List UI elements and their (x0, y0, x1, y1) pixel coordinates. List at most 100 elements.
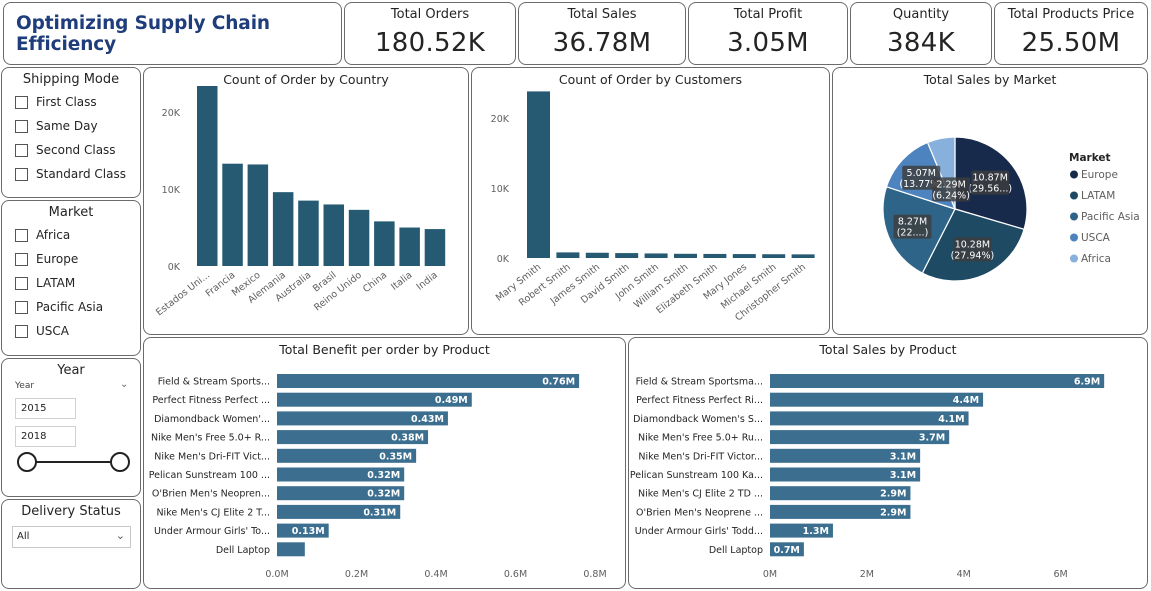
year-slider-track[interactable] (27, 461, 122, 463)
x-tick-label: 0.2M (345, 569, 368, 580)
checkbox[interactable] (15, 143, 28, 157)
product-sales-plot: Field & Stream Sportsma... 6.9M Perfect Fi… (630, 374, 1105, 580)
chevron-down-icon: ⌄ (115, 529, 125, 542)
market-option-africa[interactable]: Africa (2, 223, 140, 247)
market-option-europe[interactable]: Europe (2, 247, 140, 271)
shipping-option-second-class[interactable]: Second Class (2, 138, 140, 162)
market-option-pacific-asia[interactable]: Pacific Asia (2, 295, 140, 319)
checkbox[interactable] (15, 276, 28, 290)
bar (348, 209, 370, 266)
country-orders-chart: Count of Order by Country 0K 10K 20K Estado… (143, 67, 469, 335)
data-label: 3.7M (919, 433, 945, 444)
option-label: Same Day (36, 119, 98, 133)
shipping-option-standard-class[interactable]: Standard Class (2, 162, 140, 186)
delivery-status-dropdown[interactable]: All ⌄ (12, 526, 131, 548)
bar (399, 227, 420, 266)
shipping-option-first-class[interactable]: First Class (2, 90, 140, 114)
market-option-usca[interactable]: USCA (2, 319, 140, 343)
checkbox[interactable] (15, 324, 28, 338)
legend-marker (1070, 170, 1078, 179)
y-category-label: Field & Stream Sports... (158, 377, 270, 388)
chart-title: Total Sales by Market (923, 72, 1057, 87)
y-category-label: O'Brien Men's Neoprene ... (636, 507, 763, 518)
bar (277, 392, 472, 407)
year-to-input[interactable]: 2018 (15, 426, 76, 447)
y-category-label: Diamondback Women'... (154, 414, 270, 425)
data-label: 0.32M (367, 470, 400, 481)
y-tick-label: 10K (162, 185, 181, 196)
bar (762, 254, 786, 258)
data-label: 0.38M (391, 433, 424, 444)
y-category-label: Under Armour Girls' To... (154, 526, 270, 537)
x-tick-label: 0.6M (504, 569, 527, 580)
data-label: 0.7M (774, 545, 800, 556)
bar (298, 200, 319, 266)
option-label: LATAM (36, 276, 76, 290)
x-tick-label: India (415, 270, 440, 293)
y-category-label: Nike Men's Free 5.0+ Ru... (638, 433, 763, 444)
customer-orders-chart: Count of Order by Customers 0K 10K 20K Mary… (471, 67, 830, 335)
option-label: Second Class (36, 143, 116, 157)
bar (791, 254, 815, 258)
checkbox[interactable] (15, 300, 28, 314)
x-tick-label: Estados Uni... (154, 270, 212, 319)
y-category-label: Pelican Sunstream 100 ... (149, 470, 270, 481)
bar (272, 192, 294, 266)
x-tick-label: 0.4M (424, 569, 447, 580)
year-field-label: Year (15, 381, 35, 391)
chart-title: Total Sales by Product (819, 342, 957, 357)
bar (277, 467, 405, 482)
x-tick-label: 0.0M (265, 569, 288, 580)
y-category-label: Nike Men's Dri-FIT Vict... (154, 451, 270, 462)
data-label: 0.43M (411, 414, 444, 425)
year-from-input[interactable]: 2015 (15, 398, 76, 419)
y-category-label: Pelican Sunstream 100 Ka... (630, 470, 763, 481)
shipping-option-same-day[interactable]: Same Day (2, 114, 140, 138)
market-slicer: Market Africa Europe LATAM Pacific Asia … (1, 200, 141, 356)
kpi-label: Total Sales (567, 7, 637, 22)
dropdown-value: All (17, 531, 30, 542)
bar (424, 229, 446, 266)
checkbox[interactable] (15, 167, 28, 181)
y-category-label: Nike Men's CJ Elite 2 T... (156, 507, 270, 518)
checkbox[interactable] (15, 252, 28, 266)
data-label: 8.27M (898, 217, 927, 228)
y-category-label: Perfect Fitness Perfect ... (152, 395, 270, 406)
chevron-down-icon[interactable]: ⌄ (120, 379, 129, 390)
shipping-mode-slicer: Shipping Mode First Class Same Day Secon… (1, 67, 141, 198)
bar (247, 164, 269, 266)
chart-title: Count of Order by Country (223, 72, 389, 87)
data-label: 5.07M (907, 168, 936, 179)
bar (222, 163, 243, 266)
year-slider-end-handle[interactable] (110, 452, 130, 472)
legend-marker (1070, 233, 1078, 242)
data-label: 0.31M (363, 507, 396, 518)
bar (644, 253, 668, 258)
data-label: 2.29M (936, 179, 965, 190)
data-label: 10.87M (973, 173, 1008, 184)
y-tick-label: 0K (168, 262, 181, 273)
data-label: 0.35M (379, 451, 412, 462)
option-label: First Class (36, 95, 97, 109)
checkbox[interactable] (15, 228, 28, 242)
slicer-title: Market (48, 205, 94, 220)
checkbox[interactable] (15, 119, 28, 133)
x-tick-label: China (361, 270, 389, 295)
checkbox[interactable] (15, 95, 28, 109)
product-sales-chart: Total Sales by Product Field & Stream Sp… (628, 337, 1148, 589)
legend-item: LATAM (1081, 190, 1115, 202)
year-slider-start-handle[interactable] (17, 452, 37, 472)
y-tick-label: 20K (162, 108, 181, 119)
market-option-latam[interactable]: LATAM (2, 271, 140, 295)
y-category-label: Diamondback Women's S... (633, 414, 763, 425)
bar (732, 254, 756, 258)
product-benefit-chart: Total Benefit per order by Product Field… (143, 337, 626, 589)
option-label: Pacific Asia (36, 300, 104, 314)
x-tick-label: 4M (957, 569, 971, 580)
data-label-bg (893, 214, 932, 239)
x-tick-label: 0M (763, 569, 777, 580)
bar (770, 486, 911, 501)
legend-marker (1070, 191, 1078, 200)
data-label: 0.49M (435, 395, 468, 406)
